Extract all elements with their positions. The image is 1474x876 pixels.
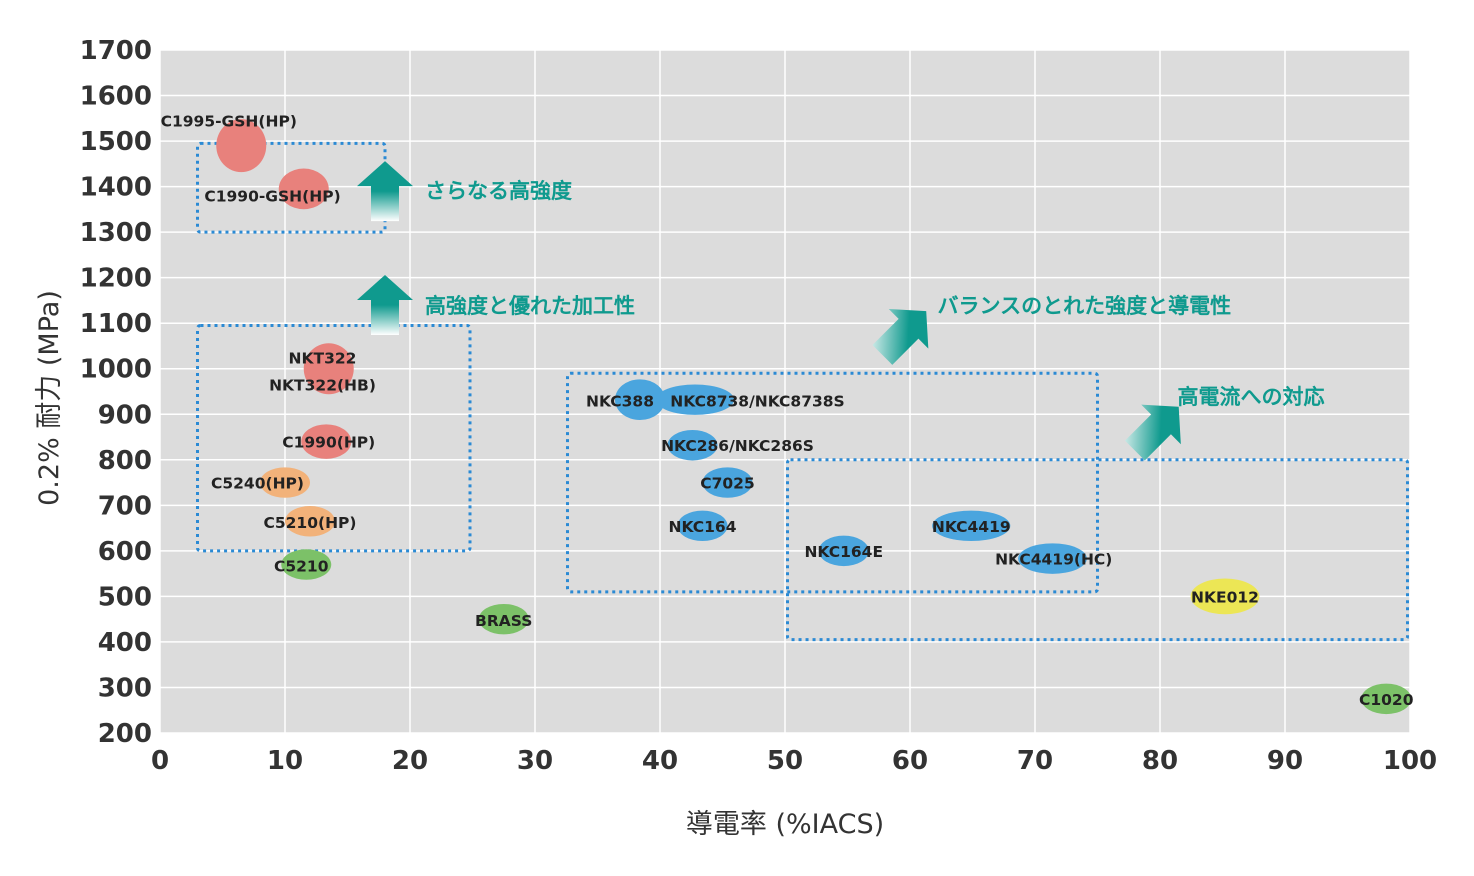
data-point	[655, 384, 735, 415]
x-tick-label: 60	[892, 746, 928, 776]
y-tick-label: 1500	[80, 127, 152, 157]
data-label: C5210	[274, 557, 329, 575]
y-tick-label: 1700	[80, 36, 152, 66]
arrow-shape	[1124, 404, 1181, 461]
x-axis-title: 導電率 (%IACS)	[686, 809, 884, 840]
x-tick-label: 100	[1383, 746, 1437, 776]
up-arrow-icon	[357, 274, 413, 335]
y-tick-label: 800	[98, 446, 152, 476]
data-point	[216, 119, 267, 173]
data-point	[932, 510, 1011, 542]
diagonal-arrow-icon	[872, 308, 929, 365]
data-point	[285, 506, 335, 537]
data-point	[1190, 578, 1260, 615]
x-tick-label: 50	[767, 746, 803, 776]
data-point	[667, 430, 718, 461]
y-tick-label: 900	[98, 400, 152, 430]
data-label: NKT322	[289, 349, 357, 367]
y-tick-label: 500	[98, 582, 152, 612]
data-label: NKC164E	[804, 543, 883, 561]
data-point	[702, 467, 753, 498]
y-tick-label: 300	[98, 673, 152, 703]
data-label: C1990-GSH(HP)	[204, 188, 340, 206]
data-label: C7025	[700, 475, 755, 493]
x-tick-label: 0	[151, 746, 169, 776]
annotation-text: バランスのとれた強度と導電性	[938, 294, 1232, 318]
data-point	[260, 467, 310, 498]
group-box	[196, 323, 472, 553]
grid	[159, 49, 1411, 734]
data-label: C5240(HP)	[211, 475, 304, 493]
annotation-text: さらなる高強度	[425, 179, 572, 203]
y-tick-label: 600	[98, 537, 152, 567]
data-point	[281, 549, 332, 580]
data-point	[818, 535, 869, 567]
data-label: NKC286/NKC286S	[661, 437, 814, 455]
data-points: C1995-GSH(HP) C1990-GSH(HP) NKT322 NKT322(H…	[161, 113, 1414, 715]
group-boxes	[196, 141, 1409, 642]
y-tick-label: 400	[98, 628, 152, 658]
data-label: BRASS	[475, 612, 532, 630]
data-point	[615, 379, 665, 421]
data-label: C1995-GSH(HP)	[161, 113, 297, 131]
annotation-text: 高電流への対応	[1178, 385, 1325, 409]
data-label: NKC4419(HC)	[995, 551, 1112, 569]
data-point	[478, 603, 529, 635]
annotation-text: 高強度と優れた加工性	[425, 294, 635, 318]
data-label: NKT322(HB)	[269, 377, 376, 395]
y-axis-title: 0.2% 耐力 (MPa)	[34, 290, 65, 506]
y-tick-label: 1600	[80, 82, 152, 112]
y-tick-label: 1000	[80, 355, 152, 385]
data-label: NKC164	[668, 518, 736, 536]
x-tick-label: 30	[517, 746, 553, 776]
diagonal-arrow-icon	[1124, 404, 1181, 461]
data-label: C1990(HP)	[282, 434, 375, 452]
data-point	[278, 168, 329, 210]
x-tick-label: 10	[267, 746, 303, 776]
y-tick-label: 200	[98, 719, 152, 749]
data-point	[301, 424, 352, 459]
data-point	[677, 510, 728, 542]
y-tick-label: 1100	[80, 309, 152, 339]
y-tick-label: 1400	[80, 173, 152, 203]
x-tick-label: 40	[642, 746, 678, 776]
data-label: C1020	[1359, 691, 1414, 709]
x-tick-label: 80	[1142, 746, 1178, 776]
x-tick-label: 70	[1017, 746, 1053, 776]
x-tick-label: 90	[1267, 746, 1303, 776]
up-arrow-icon	[357, 161, 413, 222]
data-label: NKC4419	[932, 518, 1011, 536]
y-tick-label: 700	[98, 491, 152, 521]
y-tick-label: 1200	[80, 264, 152, 294]
data-point	[1361, 683, 1412, 715]
group-box	[196, 141, 387, 234]
data-label: NKC8738/NKC8738S	[670, 393, 844, 411]
y-tick-label: 1300	[80, 218, 152, 248]
data-label: NKE012	[1191, 588, 1259, 606]
group-box	[566, 371, 1099, 594]
data-label: NKC388	[586, 393, 654, 411]
data-label: C5210(HP)	[263, 514, 356, 532]
arrow-shape	[872, 308, 929, 365]
axis-ticks: 0 10 20 30 40 50 60 70 80 90 100 200 300 400 500 600 700…	[80, 36, 1438, 776]
data-point	[303, 343, 354, 395]
data-point	[1018, 543, 1087, 574]
x-tick-label: 20	[392, 746, 428, 776]
